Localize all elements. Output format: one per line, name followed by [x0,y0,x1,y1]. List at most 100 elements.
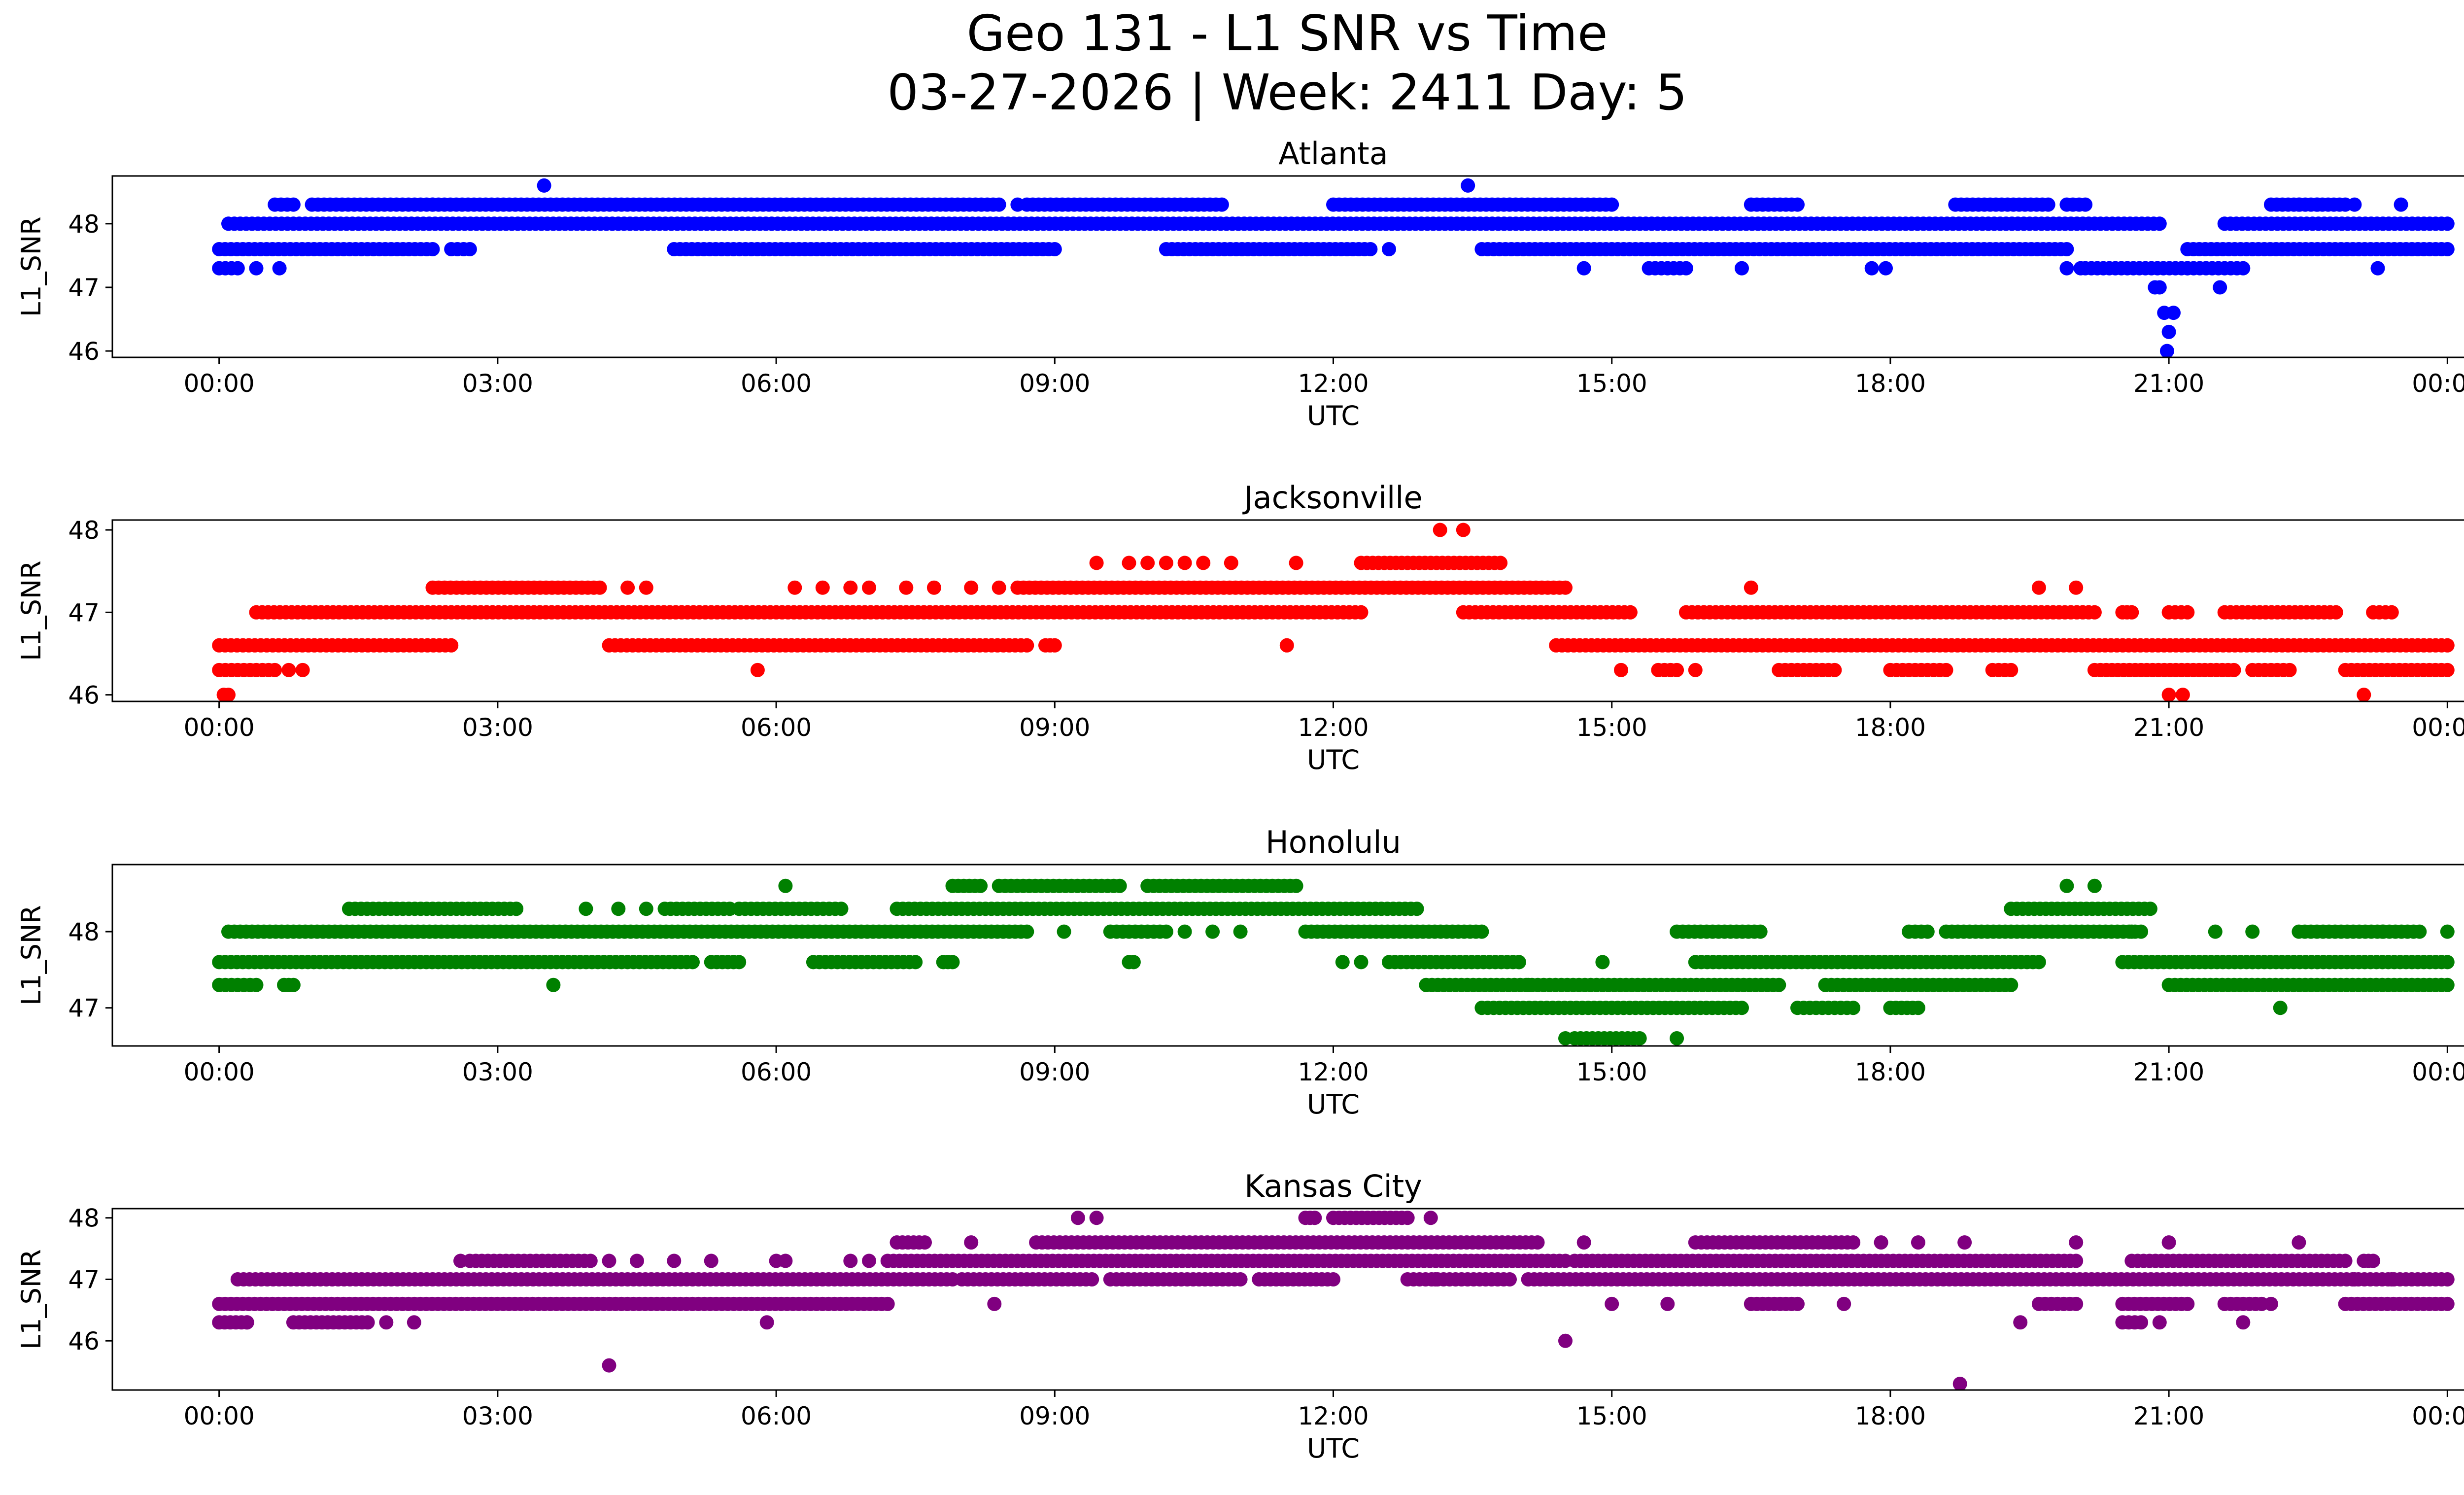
data-point [1020,638,1034,653]
data-point [2273,1001,2288,1015]
data-point [2069,1235,2084,1250]
subplot-kansas-city: Kansas City 00:00 03:00 06:00 09:00 12:00 15:0… [16,1168,2464,1464]
data-markers [212,522,2455,701]
data-point [1911,1001,1925,1015]
x-tick-label: 09:00 [1019,713,1090,742]
x-tick-label: 03:00 [462,1058,533,1086]
x-tick-label: 03:00 [462,1402,533,1430]
data-point [1047,638,1062,653]
data-point [1827,662,1842,677]
data-point [1957,1235,1972,1250]
data-point [1070,1211,1085,1225]
data-point [1010,197,1025,212]
data-point [2087,605,2102,620]
data-point [750,662,765,677]
y-tick-label: 48 [68,516,100,545]
data-point [1289,878,1303,893]
data-point [1196,556,1211,570]
subplot-jacksonville: Jacksonville 00:00 03:00 06:00 09:00 12:00 15:… [16,480,2464,775]
data-point [2236,1315,2251,1330]
x-tick-label: 03:00 [462,713,533,742]
data-point [778,1253,793,1268]
data-point [1605,197,1619,212]
x-tick-label: 00:00 [184,713,255,742]
y-tick-label: 47 [68,994,100,1023]
data-point [268,662,282,677]
data-point [2180,605,2195,620]
data-point [843,1253,858,1268]
data-point [1382,242,1396,256]
data-point [462,242,477,256]
data-point [1493,556,1508,570]
y-axis-label: L1_SNR [16,1249,47,1350]
data-point [2370,261,2385,276]
data-point [880,1296,895,1311]
data-point [843,580,858,595]
data-point [1433,522,1447,537]
data-point [1354,955,1369,970]
data-point [1558,1333,1573,1348]
data-point [2236,261,2251,276]
x-axis-label: UTC [1307,744,1360,775]
data-point [1846,1001,1861,1015]
x-tick-label: 06:00 [741,369,812,398]
data-point [295,662,310,677]
data-point [1177,924,1192,939]
data-point [379,1315,394,1330]
data-point [2440,216,2455,231]
data-point [2069,580,2084,595]
x-axis-label: UTC [1307,1433,1360,1464]
x-tick-label: 09:00 [1019,369,1090,398]
data-point [546,977,561,992]
x-tick-label: 06:00 [741,1058,812,1086]
data-point [1461,178,1475,193]
x-tick-label: 21:00 [2133,1058,2204,1086]
data-point [1670,662,1684,677]
subplots: Atlanta 00:00 03:00 06:00 09:00 12:00 15:00 18:… [16,136,2464,1464]
data-point [240,1315,254,1330]
data-point [1326,1272,1340,1286]
y-tick-label: 46 [68,1327,100,1356]
data-point [2059,261,2074,276]
data-point [453,1253,468,1268]
data-point [1623,605,1638,620]
data-point [1920,924,1935,939]
subplot-title: Kansas City [1244,1168,1422,1204]
y-axis-label: L1_SNR [16,216,47,317]
data-point [407,1315,421,1330]
data-markers [212,878,2455,1045]
data-point [992,580,1006,595]
data-point [1057,924,1071,939]
data-point [2031,580,2046,595]
data-point [1864,261,1879,276]
data-point [2338,1253,2353,1268]
x-tick-label: 15:00 [1576,713,1647,742]
data-point [592,580,607,595]
data-point [2440,977,2455,992]
data-point [2161,688,2176,701]
data-point [2375,924,2390,939]
data-point [583,1253,598,1268]
x-axis-label: UTC [1307,1089,1360,1120]
data-point [1177,556,1192,570]
data-point [1140,556,1155,570]
data-point [1400,1211,1415,1225]
y-tick-label: 48 [68,1204,100,1233]
data-point [230,261,245,276]
subplot-title: Jacksonville [1242,480,1422,516]
data-point [602,1358,616,1373]
x-tick-label: 00:00 [184,1402,255,1430]
data-point [667,1253,682,1268]
data-point [1576,1235,1591,1250]
data-point [1521,977,1536,992]
data-point [2041,197,2055,212]
data-point [221,688,236,701]
y-axis-label: L1_SNR [16,560,47,661]
data-point [1790,197,1805,212]
data-point [2087,878,2102,893]
data-point [1289,556,1303,570]
x-tick-label: 00:00 [2412,369,2464,398]
data-point [1632,1031,1647,1045]
x-tick-label: 09:00 [1019,1402,1090,1430]
